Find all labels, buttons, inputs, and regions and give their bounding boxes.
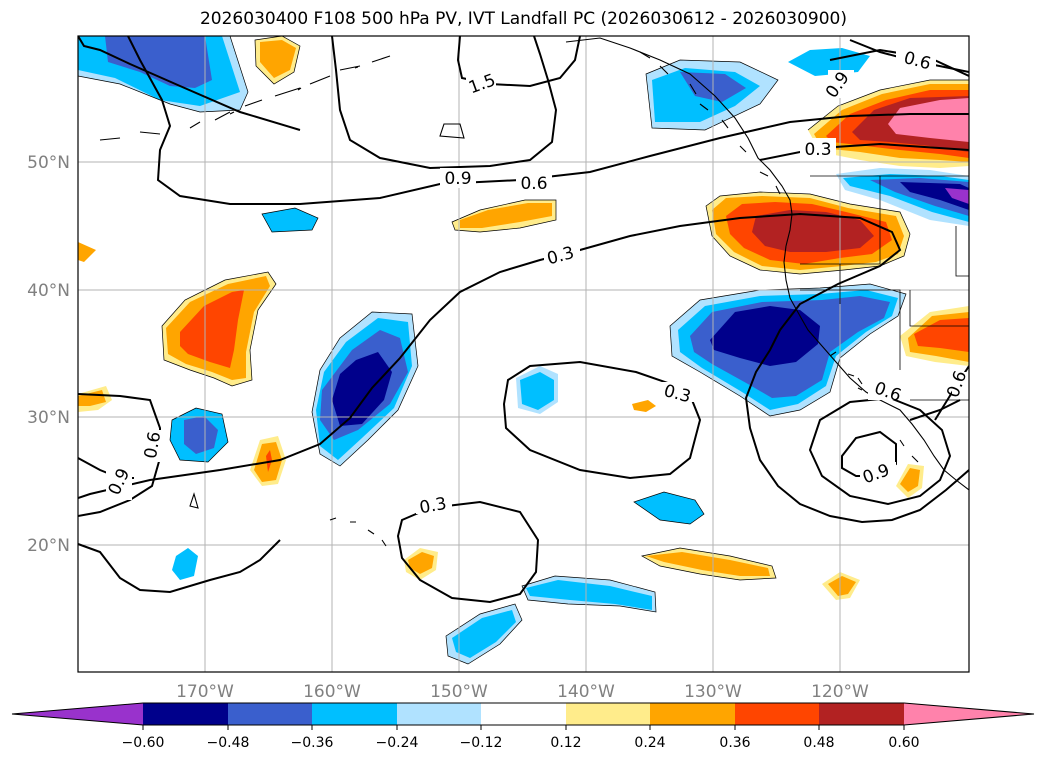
lon-label-150w: 150°W [430, 682, 488, 702]
colorbar-tick-label: 0.48 [803, 735, 834, 751]
shading-outlines [78, 36, 969, 665]
colorbar-tick-label: −0.24 [376, 735, 419, 751]
colorbar-bin-neg036-neg024 [312, 703, 397, 725]
lon-label-170w: 170°W [176, 682, 234, 702]
map-frame [77, 35, 970, 673]
colorbar-tick-marks [142, 725, 905, 730]
colorbar-tick-label: −0.48 [207, 735, 250, 751]
pv-shading-negative [78, 36, 969, 664]
lon-label-130w: 130°W [684, 682, 742, 702]
contour-label-backdrops [106, 50, 969, 514]
lat-label-50n: 50°N [27, 153, 70, 173]
colorbar-tick-label: −0.60 [122, 735, 165, 751]
map-title: 2026030400 F108 500 hPa PV, IVT Landfall… [199, 9, 847, 29]
lon-label-160w: 160°W [303, 682, 361, 702]
lat-label-40n: 40°N [27, 281, 70, 301]
lon-label-120w: 120°W [811, 682, 869, 702]
colorbar-tick-label: 0.36 [719, 735, 750, 751]
coastlines [99, 37, 969, 547]
colorbar-bin-012-024 [566, 703, 650, 725]
political-borders [800, 175, 969, 401]
colorbar-tick-label: 0.12 [550, 735, 581, 751]
colorbar-tick-label: 0.60 [888, 735, 919, 751]
contour-label: 0.6 [141, 430, 165, 460]
latitude-labels: 50°N 40°N 30°N 20°N [27, 153, 70, 556]
colorbar-bin-048-060 [819, 703, 904, 725]
colorbar-tick-label: 0.24 [634, 735, 665, 751]
colorbar-bin-neg060-neg048 [143, 703, 228, 725]
lat-label-20n: 20°N [27, 536, 70, 556]
colorbar-bin-036-048 [735, 703, 819, 725]
colorbar-tick-label: −0.36 [291, 735, 334, 751]
colorbar-extend-high [904, 703, 1034, 725]
colorbar-tick-label: −0.12 [460, 735, 503, 751]
colorbar: −0.60 −0.48 −0.36 −0.24 −0.12 0.12 0.24 … [11, 702, 1035, 751]
graticule [78, 36, 969, 672]
contour-label: 0.3 [804, 140, 831, 160]
longitude-labels: 170°W 160°W 150°W 140°W 130°W 120°W [176, 682, 869, 702]
contour-label: 0.9 [444, 169, 471, 189]
lat-label-30n: 30°N [27, 408, 70, 428]
contour-label: 0.6 [520, 174, 547, 194]
colorbar-extend-low [12, 703, 143, 725]
lon-label-140w: 140°W [557, 682, 615, 702]
colorbar-bin-024-036 [650, 703, 735, 725]
colorbar-bin-neg048-neg036 [228, 703, 312, 725]
colorbar-bin-neg024-neg012 [397, 703, 481, 725]
map-panel: 1.5 0.9 0.6 0.3 0.3 0.3 0.6 0.9 0.6 0.9 … [78, 36, 969, 672]
contour-label: 0.3 [418, 494, 448, 518]
colorbar-bin-neg012-012 [481, 703, 566, 725]
